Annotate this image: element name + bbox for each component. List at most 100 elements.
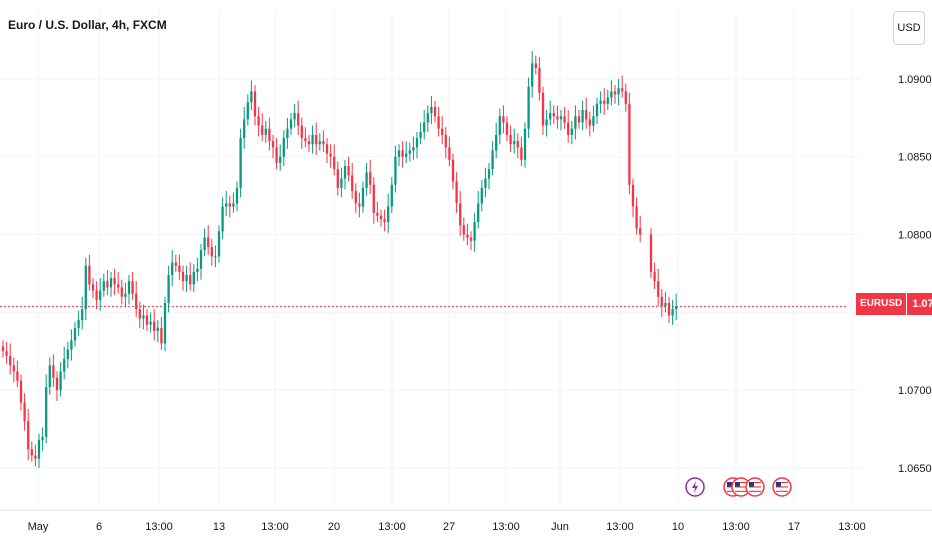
us-flag-icon[interactable]: [731, 477, 751, 497]
lightning-icon[interactable]: [685, 477, 705, 497]
candle-body: [617, 88, 620, 95]
candle-body: [27, 421, 30, 450]
candle-body: [415, 138, 419, 148]
currency-button[interactable]: USD: [893, 11, 925, 45]
candle-body: [135, 293, 138, 310]
candle-body: [477, 203, 480, 223]
candle-body: [603, 100, 606, 104]
candle-body: [113, 278, 116, 285]
candle-body: [585, 110, 588, 120]
candle-body: [613, 91, 617, 95]
candle-body: [109, 278, 113, 288]
candle-body: [347, 166, 350, 176]
candle-body: [408, 150, 411, 154]
candle-body: [225, 203, 228, 207]
candle-body: [243, 119, 246, 139]
x-tick-label: 13:00: [145, 521, 173, 533]
candle-body: [99, 290, 102, 300]
candle-body: [397, 150, 401, 157]
candle-body: [343, 166, 347, 179]
candle-body: [232, 203, 235, 207]
x-tick-label: 17: [788, 521, 800, 533]
candle-body: [120, 287, 123, 297]
candle-body: [239, 138, 242, 188]
candle-body: [635, 206, 638, 229]
candle-body: [268, 128, 271, 142]
candle-body: [156, 327, 159, 332]
candle-body: [329, 153, 332, 157]
candle-body: [102, 281, 105, 291]
candle-body: [171, 262, 174, 275]
candle-body: [315, 134, 318, 145]
candle-body: [117, 284, 120, 288]
candle-body: [12, 365, 15, 372]
event-icons: [685, 477, 792, 497]
candle-body: [437, 116, 440, 129]
candle-body: [372, 184, 375, 213]
candle-body: [595, 103, 599, 117]
candle-body: [498, 116, 501, 135]
candle-body: [304, 138, 307, 142]
candle-body: [649, 234, 653, 272]
x-tick-label: 20: [328, 521, 340, 533]
candle-body: [70, 340, 73, 350]
candle-body: [127, 281, 131, 294]
candle-body: [318, 141, 321, 145]
candle-body: [19, 380, 23, 403]
candle-body: [340, 178, 343, 188]
candle-body: [505, 122, 509, 135]
candle-body: [199, 250, 203, 269]
candle-body: [671, 309, 674, 316]
candle-body: [549, 113, 552, 120]
candle-body: [430, 106, 433, 114]
candle-body: [84, 265, 87, 310]
candle-body: [545, 119, 548, 126]
candle-body: [203, 237, 206, 251]
us-flag-icon[interactable]: [772, 477, 792, 497]
candle-body: [606, 97, 609, 104]
candle-body: [88, 265, 91, 285]
us-flag-icon[interactable]: [745, 477, 765, 497]
candle-body: [207, 237, 210, 247]
candle-body: [513, 141, 516, 145]
candle-body: [657, 281, 660, 297]
candle-body: [523, 128, 527, 160]
candle-body: [333, 156, 336, 170]
x-tick-label: May: [28, 521, 49, 533]
candle-body: [23, 402, 26, 422]
candle-body: [520, 147, 523, 160]
candle-body: [275, 147, 278, 163]
candle-body: [181, 271, 185, 282]
candle-body: [376, 212, 379, 216]
x-tick-label: 13:00: [492, 521, 520, 533]
candle-body: [484, 178, 487, 188]
candle-body: [34, 455, 37, 459]
candle-body: [37, 439, 41, 459]
price-axis: 1.06500 1.07000 1.08000 1.08500 1.09000: [898, 74, 932, 475]
candle-body: [379, 215, 383, 219]
x-tick-label: 13:00: [606, 521, 634, 533]
candle-body: [138, 309, 141, 319]
last-price-label: 1.07537: [907, 293, 932, 315]
candles: [1, 50, 678, 468]
candle-body: [387, 206, 390, 223]
candle-body: [556, 116, 559, 120]
time-axis: May 6 13:00 13 13:00 20 13:00 27 13:00 Jun 13:00 10…: [0, 509, 932, 533]
candle-body: [336, 169, 339, 188]
candle-body: [541, 92, 545, 126]
candle-body: [509, 134, 512, 145]
candle-body: [480, 187, 483, 204]
candle-body: [145, 315, 149, 325]
candle-body: [160, 327, 163, 344]
candle-body: [365, 172, 368, 188]
x-tick-label: 13: [213, 521, 225, 533]
candle-body: [41, 436, 44, 440]
candle-body: [473, 222, 476, 241]
candle-body: [196, 268, 199, 272]
candle-body: [91, 284, 95, 291]
candle-body: [311, 134, 314, 145]
candle-body: [185, 275, 188, 282]
candle-body: [178, 265, 181, 272]
candle-body: [95, 290, 98, 300]
